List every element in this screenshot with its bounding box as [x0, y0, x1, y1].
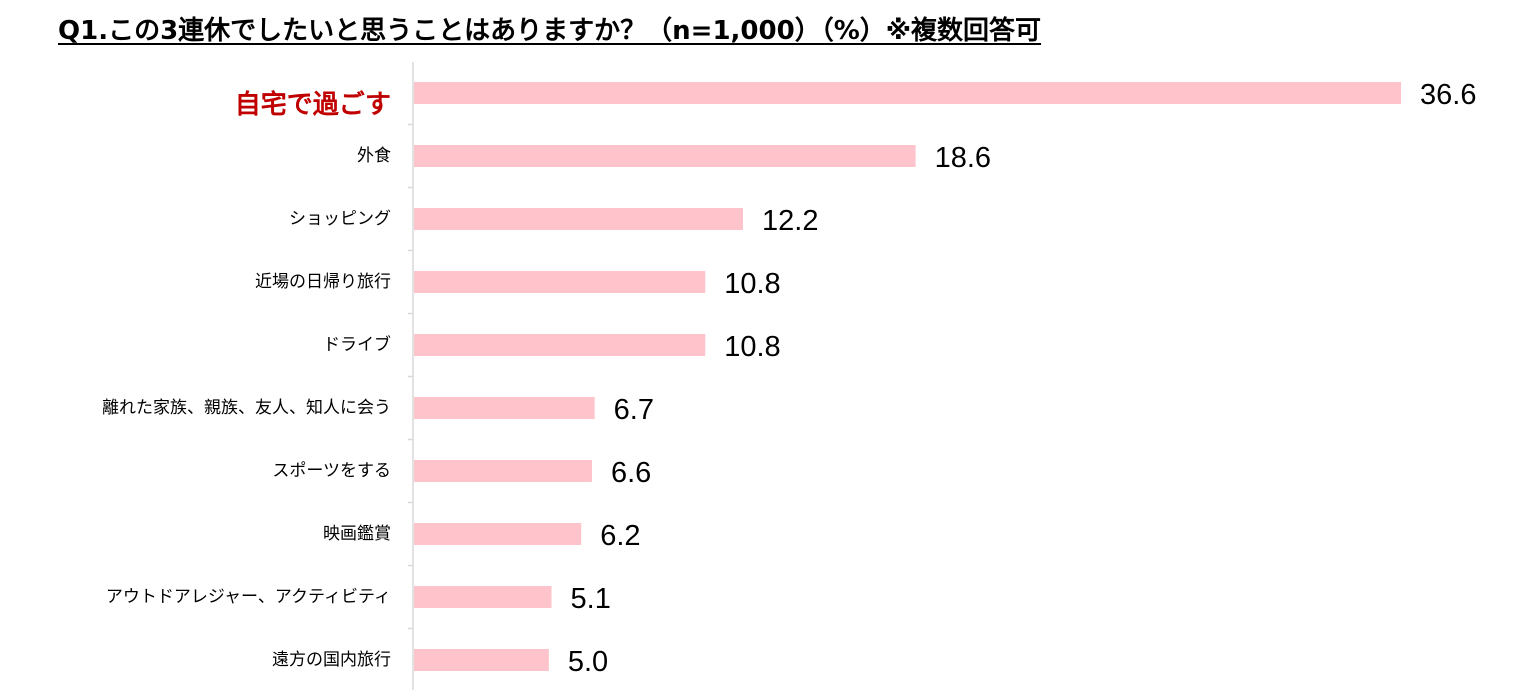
- category-label: ドライブ: [323, 334, 391, 355]
- category-label: 近場の日帰り旅行: [255, 272, 391, 292]
- category-label: アウトドアレジャー、アクティビティ: [106, 587, 391, 607]
- data-label: 10.8: [724, 331, 780, 363]
- bar-2: [414, 145, 916, 167]
- bar-1: [414, 82, 1401, 104]
- data-label: 36.6: [1420, 79, 1476, 111]
- data-label: 5.0: [568, 646, 608, 678]
- bar-6: [414, 397, 595, 419]
- bar-4: [414, 271, 706, 293]
- category-label: 映画鑑賞: [323, 524, 391, 544]
- category-label: ショッピング: [289, 209, 391, 229]
- bar-3: [414, 208, 743, 230]
- data-label: 18.6: [935, 142, 991, 174]
- data-label: 6.6: [611, 457, 651, 489]
- bar-9: [414, 586, 552, 608]
- category-label: スポーツをする: [272, 461, 391, 481]
- data-label: 12.2: [762, 205, 818, 237]
- data-label: 6.7: [614, 394, 654, 426]
- bar-5: [414, 334, 706, 356]
- data-label: 10.8: [724, 268, 780, 300]
- bar-8: [414, 523, 582, 545]
- bar-7: [414, 460, 592, 482]
- category-label: 外食: [357, 146, 391, 166]
- data-label: 5.1: [571, 583, 611, 615]
- chart-title: Q1.この3連休でしたいと思うことはありますか？（n=1,000）（%）※複数回…: [58, 16, 1042, 46]
- data-label: 6.2: [600, 520, 640, 552]
- category-label: 遠方の国内旅行: [272, 650, 391, 670]
- category-label: 自宅で過ごす: [235, 89, 391, 120]
- bar-10: [414, 649, 549, 671]
- category-label: 離れた家族、親族、友人、知人に会う: [102, 398, 391, 418]
